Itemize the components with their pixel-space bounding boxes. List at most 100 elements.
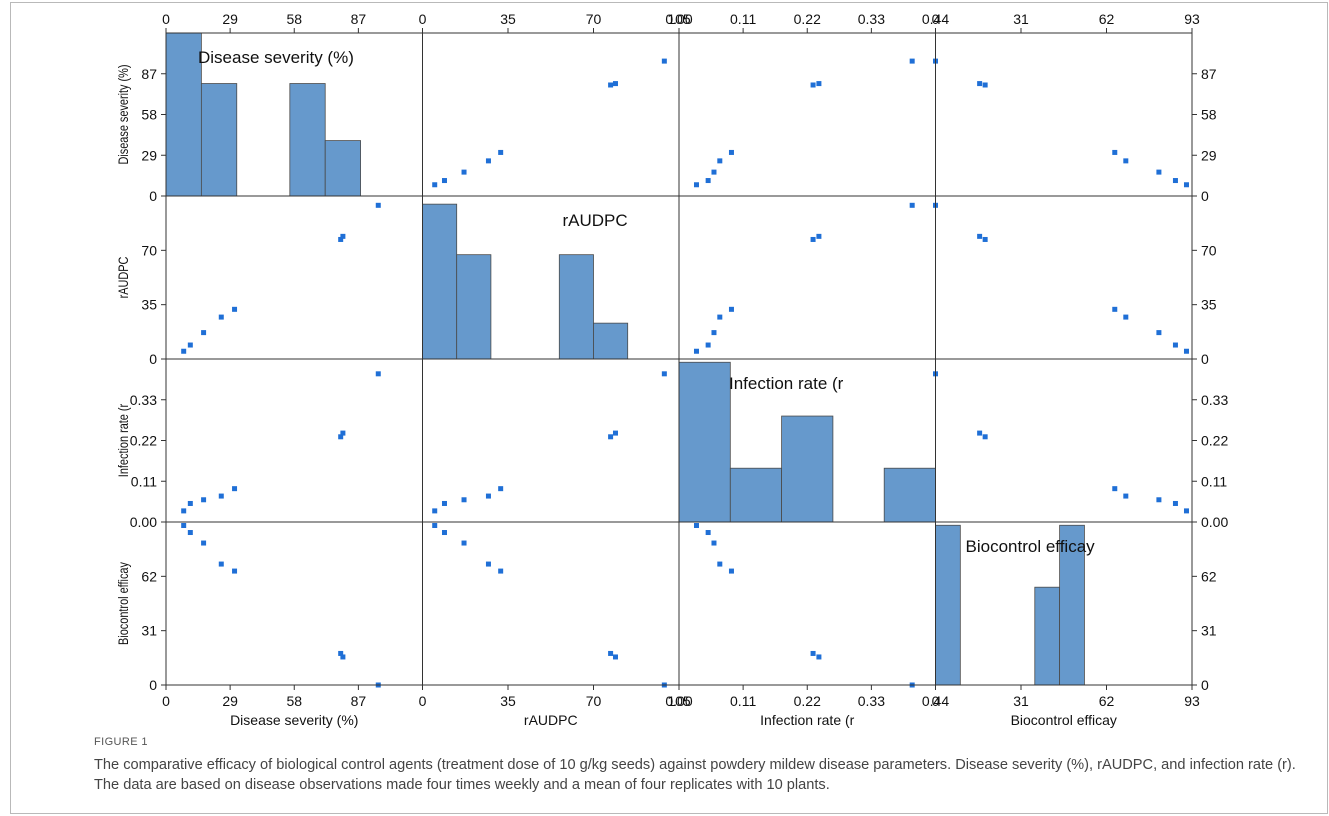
- scatter-point-r3-c0-0: [181, 523, 187, 529]
- x-bottom-tick-label: 87: [351, 693, 367, 709]
- x-top-tick-label: 70: [586, 11, 602, 27]
- scatter-point-r3-c1-1: [441, 530, 447, 536]
- y-right-tick-label: 29: [1201, 147, 1217, 163]
- scatter-point-r3-c2-4: [728, 568, 734, 574]
- scatter-point-r3-c1-2: [461, 540, 467, 546]
- scatter-point-r3-c0-5: [338, 650, 344, 656]
- scatter-point-r3-c1-0: [432, 523, 438, 529]
- diagonal-title-infection-rate-r: Infection rate (r: [729, 374, 844, 393]
- scatter-point-r3-c2-6: [816, 654, 822, 660]
- scatter-point-r0-c1-0: [432, 182, 438, 188]
- scatter-point-r2-c1-4: [498, 486, 504, 492]
- y-left-tick-label: 35: [141, 297, 157, 313]
- scatter-point-r0-c1-4: [498, 149, 504, 155]
- scatter-point-r2-c1-0: [432, 508, 438, 514]
- scatter-point-r3-c1-5: [608, 650, 614, 656]
- y-right-tick-label: 0.33: [1201, 392, 1228, 408]
- histogram-bar-raudpc-2: [558, 254, 594, 360]
- scatter-point-r1-c0-6: [340, 233, 346, 239]
- y-right-tick-label: 35: [1201, 297, 1217, 313]
- scatter-point-r1-c3-6: [977, 233, 983, 239]
- scatter-point-r2-c0-2: [201, 497, 207, 503]
- scatter-point-r0-c3-4: [1112, 149, 1118, 155]
- scatter-point-r1-c0-5: [338, 236, 344, 242]
- x-bottom-tick-label: 0.11: [730, 693, 756, 709]
- x-bottom-tick-label: 35: [500, 693, 516, 709]
- x-bottom-tick-label: 58: [286, 693, 302, 709]
- histogram-bar-raudpc-1: [456, 254, 492, 360]
- histogram-bar-infection-rate-r-1: [729, 467, 782, 523]
- x-top-tick-label: 0.44: [922, 11, 949, 27]
- x-top-tick-label: 0: [932, 11, 940, 27]
- scatter-point-r1-c2-1: [705, 342, 711, 348]
- histogram-bar-infection-rate-r-3: [883, 467, 936, 523]
- scatter-point-r3-c2-3: [717, 561, 723, 567]
- x-axis-label-raudpc: rAUDPC: [524, 712, 578, 728]
- y-left-tick-label: 29: [141, 147, 157, 163]
- scatter-point-r0-c1-6: [612, 81, 618, 87]
- scatter-point-r1-c3-0: [1183, 348, 1189, 354]
- scatter-point-r0-c2-3: [717, 158, 723, 164]
- histogram-bar-raudpc-3: [593, 322, 629, 360]
- x-bottom-tick-label: 0.00: [665, 693, 692, 709]
- x-top-tick-label: 0.11: [730, 11, 756, 27]
- scatter-point-r3-c0-6: [340, 654, 346, 660]
- y-right-tick-label: 87: [1201, 66, 1217, 82]
- scatter-point-r1-c2-3: [717, 314, 723, 320]
- scatter-point-r2-c3-3: [1123, 493, 1129, 499]
- scatter-point-r3-c1-4: [498, 568, 504, 574]
- x-bottom-tick-label: 0.33: [858, 693, 885, 709]
- x-axis-label-infection-rate-r: Infection rate (r: [760, 712, 854, 728]
- x-bottom-tick-label: 105: [667, 693, 691, 709]
- scatter-point-r2-c0-5: [338, 434, 344, 440]
- y-right-tick-label: 0: [1201, 351, 1209, 367]
- y-left-tick-label: 0.00: [130, 514, 157, 530]
- scatter-point-r3-c1-6: [612, 654, 618, 660]
- histogram-bar-raudpc-0: [422, 203, 458, 360]
- y-axis-label-infection-rate-r: Infection rate (r: [116, 404, 132, 477]
- scatter-point-r1-c0-1: [187, 342, 193, 348]
- scatter-point-r1-c0-4: [232, 306, 238, 312]
- x-top-tick-label: 87: [351, 11, 367, 27]
- scatter-point-r3-c0-4: [232, 568, 238, 574]
- x-top-tick-label: 35: [500, 11, 516, 27]
- x-top-tick-label: 0.22: [794, 11, 821, 27]
- x-bottom-tick-label: 31: [1013, 693, 1029, 709]
- histogram-bar-disease-severity-2: [289, 83, 326, 197]
- y-left-tick-label: 0: [149, 677, 157, 693]
- histogram-bar-disease-severity-0: [165, 32, 202, 197]
- y-left-tick-label: 58: [141, 107, 157, 123]
- scatter-point-r3-c0-2: [201, 540, 207, 546]
- scatter-point-r2-c0-4: [232, 486, 238, 492]
- y-axis-label-biocontrol-efficay: Biocontrol efficay: [116, 561, 132, 645]
- scatter-point-r3-c0-3: [218, 561, 224, 567]
- y-left-tick-label: 0.22: [130, 433, 157, 449]
- scatter-point-r2-c1-3: [485, 493, 491, 499]
- scatter-point-r3-c2-1: [705, 530, 711, 536]
- scatter-point-r0-c3-2: [1156, 169, 1162, 175]
- scatter-point-r1-c0-0: [181, 348, 187, 354]
- scatter-point-r2-c0-0: [181, 508, 187, 514]
- scatter-point-r1-c2-4: [728, 306, 734, 312]
- y-right-tick-label: 0.22: [1201, 433, 1228, 449]
- scatter-point-r0-c3-0: [1183, 182, 1189, 188]
- x-top-tick-label: 31: [1013, 11, 1029, 27]
- y-right-tick-label: 70: [1201, 242, 1217, 258]
- scatter-point-r0-c2-5: [810, 82, 816, 88]
- scatter-point-r3-c2-5: [810, 650, 816, 656]
- x-top-tick-label: 93: [1184, 11, 1200, 27]
- x-top-tick-label: 0: [419, 11, 427, 27]
- y-right-tick-label: 0: [1201, 188, 1209, 204]
- x-top-tick-label: 62: [1099, 11, 1115, 27]
- scatter-point-r3-c2-0: [693, 523, 699, 529]
- x-bottom-tick-label: 0.44: [922, 693, 949, 709]
- y-right-tick-label: 62: [1201, 568, 1217, 584]
- scatter-point-r0-c1-3: [485, 158, 491, 164]
- x-bottom-tick-label: 29: [222, 693, 238, 709]
- figure-caption: The comparative efficacy of biological c…: [94, 757, 1296, 793]
- x-top-tick-label: 29: [222, 11, 238, 27]
- x-bottom-tick-label: 93: [1184, 693, 1200, 709]
- histogram-bar-disease-severity-1: [200, 83, 238, 197]
- y-left-tick-label: 0: [149, 351, 157, 367]
- y-left-tick-label: 0.33: [130, 392, 157, 408]
